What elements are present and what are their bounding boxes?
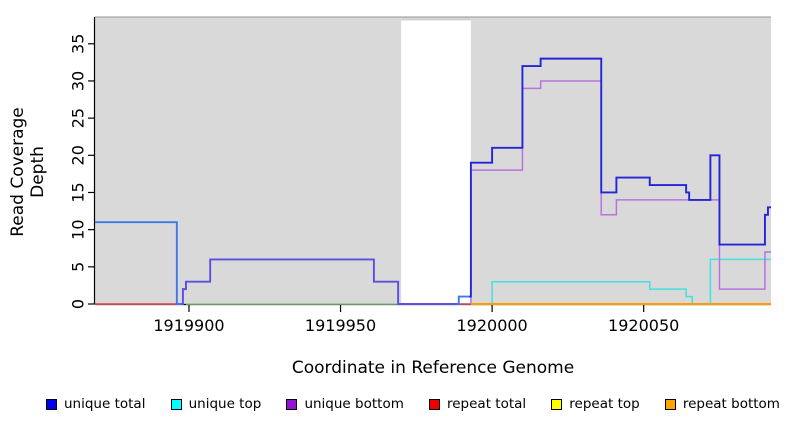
legend-item-unique-top: unique top: [170, 396, 262, 412]
y-tick-label: 35: [69, 34, 88, 54]
legend-item-repeat-top: repeat top: [551, 396, 640, 412]
legend-label: unique total: [64, 396, 146, 412]
legend-swatch: [664, 398, 676, 410]
legend-swatch: [46, 398, 57, 410]
coverage-plot: 0 5 10 15 20 25 30 35 1919900 1919950 1920000 19200…: [69, 16, 771, 335]
legend-item-unique-bottom: unique bottom: [286, 396, 404, 412]
legend-item-repeat-total: repeat total: [428, 396, 527, 412]
y-tick-label: 15: [69, 182, 88, 202]
legend-label: repeat top: [569, 396, 640, 412]
legend-swatch: [551, 398, 563, 410]
series-line-unique-total: [469, 57, 771, 298]
legend-swatch: [170, 398, 182, 410]
y-tick-label: 20: [69, 145, 88, 165]
series-line-unique-total: [95, 221, 183, 305]
x-tick-label: 1920000: [456, 316, 527, 335]
y-tick-label: 0: [69, 299, 88, 309]
legend-label: repeat total: [446, 396, 527, 412]
x-tick-label: 1919950: [305, 316, 376, 335]
legend: unique total unique top unique bottom repea…: [0, 396, 792, 412]
y-tick-label: 5: [69, 262, 88, 272]
shaded-region: [95, 17, 402, 304]
y-tick-label: 30: [69, 71, 88, 91]
legend-swatch: [286, 398, 298, 410]
legend-item-unique-total: unique total: [46, 396, 145, 412]
series-line-unique-top: [490, 258, 771, 305]
y-tick-label: 10: [69, 219, 88, 239]
series-line-unique-total: [181, 258, 459, 305]
x-tick-label: 1920050: [608, 316, 679, 335]
y-tick-label: 25: [69, 108, 88, 128]
legend-label: unique top: [188, 396, 262, 412]
x-tick-label: 1919900: [153, 316, 224, 335]
series-line-unique-total: [457, 295, 471, 305]
y-axis-title: Read Coverage Depth: [8, 107, 48, 237]
x-axis-title: Coordinate in Reference Genome: [291, 358, 575, 378]
legend-label: repeat bottom: [682, 396, 780, 412]
gap-top-strip: [401, 17, 471, 21]
shaded-region: [470, 17, 771, 304]
legend-label: unique bottom: [304, 396, 404, 412]
legend-swatch: [428, 398, 440, 410]
legend-item-repeat-bottom: repeat bottom: [664, 396, 780, 412]
